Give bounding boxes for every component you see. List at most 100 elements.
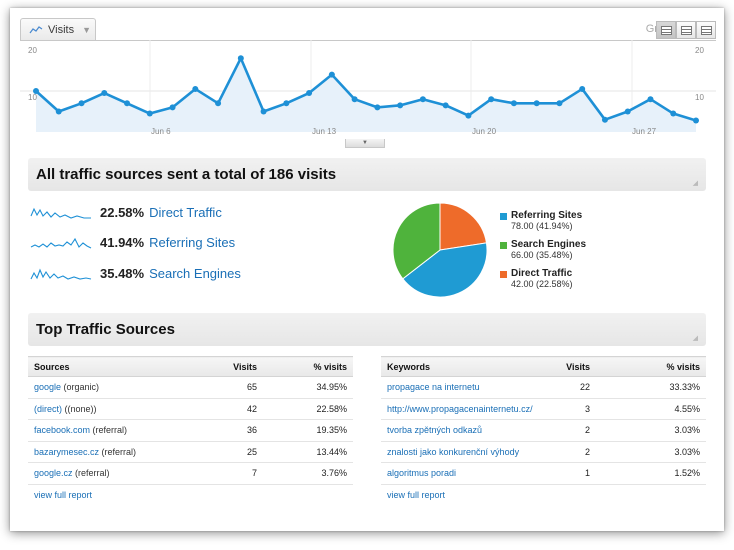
data-point[interactable]: [465, 112, 472, 119]
col-header-pct[interactable]: % visits: [596, 356, 706, 377]
pie-slice[interactable]: [392, 202, 441, 280]
pct-cell: 33.33%: [596, 376, 706, 399]
keyword-link[interactable]: znalosti jako konkurenční výhody: [387, 446, 520, 457]
data-point[interactable]: [647, 96, 654, 103]
source-link[interactable]: bazarymesec.cz: [34, 446, 100, 457]
table-row: algoritmus poradi 1 1.52%: [381, 462, 706, 485]
summary-row-search: 35.48% Search Engines: [30, 266, 241, 281]
col-header-visits[interactable]: Visits: [551, 356, 596, 377]
legend-item: Referring Sites 78.00 (41.94%): [500, 210, 586, 231]
source-cell: facebook.com (referral): [28, 419, 183, 442]
pie-slice[interactable]: [439, 202, 488, 251]
view-full-report-sources[interactable]: view full report: [34, 490, 93, 500]
data-point[interactable]: [55, 108, 62, 115]
keyword-link[interactable]: algoritmus poradi: [387, 468, 457, 479]
visits-cell: 2: [551, 441, 596, 463]
pct-cell: 3.76%: [263, 462, 353, 485]
table-row: (direct) ((none)) 42 22.58%: [28, 398, 353, 420]
data-point[interactable]: [237, 55, 244, 62]
data-point[interactable]: [78, 100, 85, 107]
sparkline-referring: [30, 237, 92, 248]
legend-item: Search Engines 66.00 (35.48%): [500, 239, 586, 260]
corner-icon: ◢: [692, 335, 698, 342]
data-point[interactable]: [397, 102, 404, 109]
data-point[interactable]: [260, 108, 267, 115]
data-point[interactable]: [192, 85, 199, 92]
keyword-link[interactable]: tvorba zpětných odkazů: [387, 425, 483, 436]
pie-slice[interactable]: [402, 242, 488, 298]
data-point[interactable]: [33, 88, 39, 94]
col-header-pct[interactable]: % visits: [263, 356, 353, 377]
summary-link-referring[interactable]: Referring Sites: [149, 235, 236, 250]
traffic-pie-chart: [392, 202, 488, 298]
view-full-report-keywords[interactable]: view full report: [387, 490, 446, 500]
data-point[interactable]: [579, 85, 586, 92]
data-point[interactable]: [624, 108, 631, 115]
legend-item: Direct Traffic 42.00 (22.58%): [500, 268, 586, 289]
data-point[interactable]: [556, 100, 563, 107]
legend-swatch: [500, 213, 507, 220]
visits-cell: 25: [183, 441, 263, 463]
data-point[interactable]: [419, 96, 426, 103]
data-point[interactable]: [328, 71, 335, 78]
chevron-down-icon: ▼: [82, 24, 92, 35]
graph-by-buttons: [656, 21, 716, 39]
day-view-icon[interactable]: [656, 21, 676, 39]
legend-value: 78.00 (41.94%): [511, 221, 573, 231]
legend-value: 42.00 (22.58%): [511, 279, 573, 289]
data-point[interactable]: [351, 96, 358, 103]
col-header-visits[interactable]: Visits: [183, 356, 263, 377]
source-link[interactable]: google.cz: [34, 468, 73, 479]
visits-cell: 42: [183, 398, 263, 420]
data-point[interactable]: [670, 110, 677, 117]
week-view-icon[interactable]: [676, 21, 696, 39]
data-point[interactable]: [510, 100, 517, 107]
table-row: znalosti jako konkurenční výhody 2 3.03%: [381, 441, 706, 463]
legend-value: 66.00 (35.48%): [511, 250, 573, 260]
visits-cell: 65: [183, 376, 263, 399]
summary-pct-direct: 22.58%: [100, 205, 145, 220]
data-point[interactable]: [101, 90, 108, 97]
chart-expand-handle[interactable]: ▼: [345, 139, 385, 148]
summary-link-direct[interactable]: Direct Traffic: [149, 205, 222, 220]
data-point[interactable]: [124, 100, 131, 107]
pct-cell: 3.03%: [596, 419, 706, 442]
data-point[interactable]: [533, 100, 540, 107]
month-view-icon[interactable]: [696, 21, 716, 39]
source-link[interactable]: google: [34, 382, 62, 393]
pct-cell: 4.55%: [596, 398, 706, 420]
data-point[interactable]: [283, 100, 290, 107]
col-header-keywords[interactable]: Keywords: [381, 356, 551, 377]
y-tick-right-mid: 10: [695, 93, 704, 102]
table-row: tvorba zpětných odkazů 2 3.03%: [381, 419, 706, 442]
data-point[interactable]: [215, 100, 222, 107]
data-point[interactable]: [442, 102, 449, 109]
legend-swatch: [500, 271, 507, 278]
keyword-cell: propagace na internetu: [381, 376, 551, 399]
source-link[interactable]: (direct): [34, 403, 63, 414]
pct-cell: 3.03%: [596, 441, 706, 463]
data-point[interactable]: [693, 117, 699, 124]
data-point[interactable]: [488, 96, 495, 103]
visits-cell: 22: [551, 376, 596, 399]
data-point[interactable]: [306, 90, 313, 97]
data-point[interactable]: [169, 104, 176, 111]
summary-link-search[interactable]: Search Engines: [149, 266, 241, 281]
keyword-link[interactable]: http://www.propagacenainternetu.cz/: [387, 403, 533, 414]
keyword-link[interactable]: propagace na internetu: [387, 382, 480, 393]
col-header-sources[interactable]: Sources: [28, 356, 183, 377]
summary-pct-referring: 41.94%: [100, 235, 145, 250]
metric-selector[interactable]: Visits ▼: [20, 18, 96, 40]
pct-cell: 13.44%: [263, 441, 353, 463]
table-row: bazarymesec.cz (referral) 25 13.44%: [28, 441, 353, 463]
keywords-table: Keywords Visits % visits propagace na in…: [381, 356, 706, 485]
x-label-4: Jun 27: [632, 127, 657, 136]
data-point[interactable]: [374, 104, 381, 111]
top-sources-header: Top Traffic Sources ◢: [28, 313, 706, 346]
data-point[interactable]: [146, 110, 153, 117]
table-row: propagace na internetu 22 33.33%: [381, 376, 706, 399]
data-point[interactable]: [601, 116, 608, 123]
source-link[interactable]: facebook.com: [34, 425, 91, 436]
table-row: http://www.propagacenainternetu.cz/3 4.55…: [381, 398, 706, 420]
line-chart-icon: [29, 25, 43, 33]
